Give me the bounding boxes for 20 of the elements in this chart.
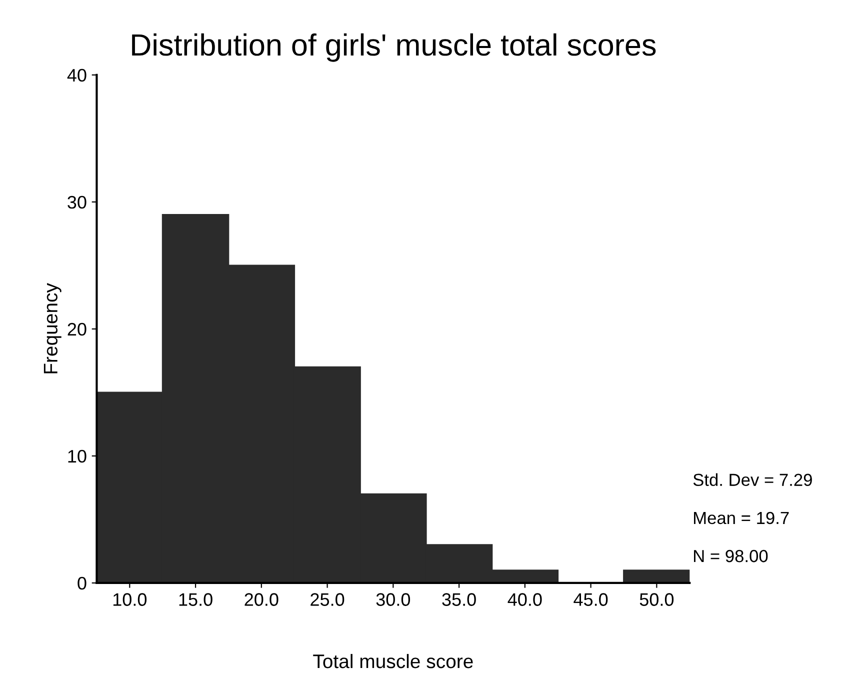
x-tick-label: 50.0 [640, 593, 674, 606]
chart-title: Distribution of girls' muscle total scores [132, 33, 656, 62]
y-tick-label: 40 [67, 68, 86, 82]
text: Std. Dev = 7.29 [693, 473, 812, 486]
y-tick-label: 0 [78, 576, 86, 590]
x-tick-label: 40.0 [508, 593, 542, 606]
x-tick-label: 30.0 [376, 593, 410, 606]
x-axis-title: Total muscle score [313, 654, 473, 668]
x-tick-label: 35.0 [442, 593, 476, 606]
x-tick-label: 25.0 [310, 593, 344, 606]
text: N = 98.00 [694, 550, 768, 562]
x-tick-label: 10.0 [113, 593, 147, 606]
y-axis-title: Frequency [44, 283, 62, 374]
y-tick-label: 10 [68, 450, 86, 463]
x-tick-label: 15.0 [179, 593, 212, 606]
y-tick-label: 30 [68, 196, 86, 209]
y-tick-label: 20 [68, 322, 86, 336]
text: Mean = 19.7 [694, 512, 789, 524]
x-tick-label: 20.0 [244, 593, 278, 606]
x-tick-label: 45.0 [574, 593, 608, 606]
